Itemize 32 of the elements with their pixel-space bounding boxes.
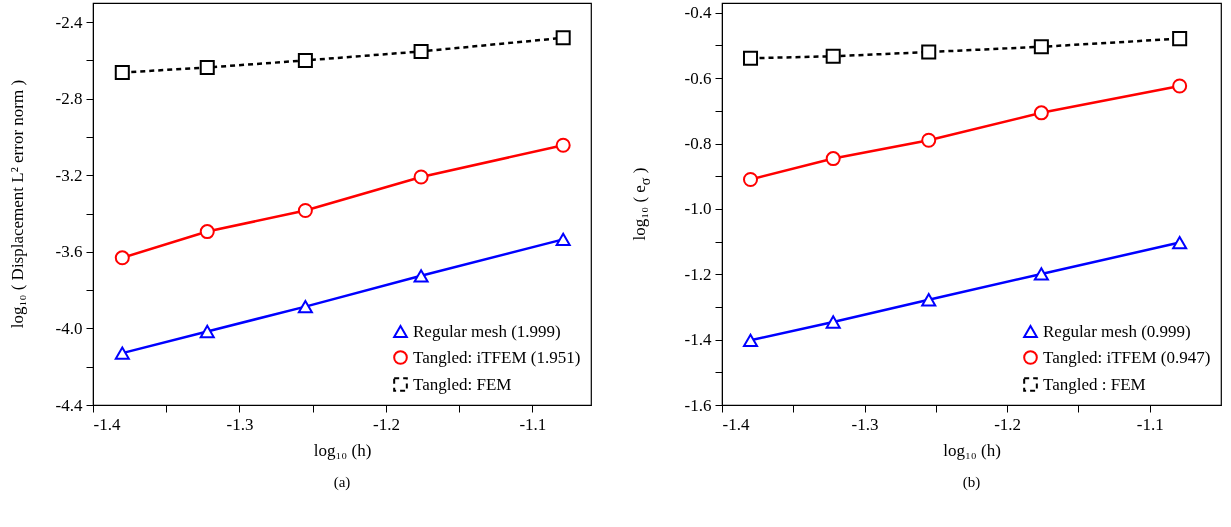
y-tick-label: -3.6	[55, 242, 83, 262]
x-tick-label: -1.4	[93, 414, 121, 434]
x-tick-label: -1.3	[851, 414, 879, 434]
legend-label: Tangled: iTFEM (1.951)	[413, 347, 581, 367]
y-tick-label: -0.8	[684, 134, 712, 154]
y-tick-label: -2.8	[55, 89, 83, 109]
x-tick-label: -1.1	[519, 414, 547, 434]
x-tick-label: -1.1	[1136, 414, 1164, 434]
legend-label: Regular mesh (1.999)	[413, 321, 561, 341]
x-tick-label: -1.3	[226, 414, 254, 434]
y-tick-label: -0.4	[684, 3, 712, 23]
y-tick-label: -3.2	[55, 165, 83, 185]
text: (a)	[333, 474, 351, 491]
x-tick-label: -1.2	[994, 414, 1022, 434]
legend-label: Tangled: iTFEM (0.947)	[1043, 347, 1211, 367]
x-axis-title: log₁₀ (h)	[943, 440, 1001, 460]
y-tick-label: -4.0	[55, 318, 83, 338]
legend-label: Tangled : FEM	[1043, 374, 1146, 394]
y-tick-label: -2.4	[55, 12, 83, 32]
x-tick-label: -1.4	[722, 414, 750, 434]
y-tick-label: -4.4	[55, 395, 83, 415]
text: (b)	[962, 474, 981, 491]
legend-label: Tangled: FEM	[413, 374, 512, 394]
y-tick-label: -0.6	[684, 68, 712, 88]
x-axis-title: log₁₀ (h)	[313, 440, 372, 460]
y-tick-label: -1.6	[684, 395, 712, 415]
x-tick-label: -1.2	[372, 414, 400, 434]
legend-label: Regular mesh (0.999)	[1043, 321, 1191, 341]
y-axis-title: log₁₀ ( Displacement L² error norm )	[8, 79, 28, 329]
y-tick-label: -1.4	[684, 330, 712, 350]
y-tick-label: -1.2	[684, 264, 712, 284]
y-tick-label: -1.0	[684, 199, 712, 219]
